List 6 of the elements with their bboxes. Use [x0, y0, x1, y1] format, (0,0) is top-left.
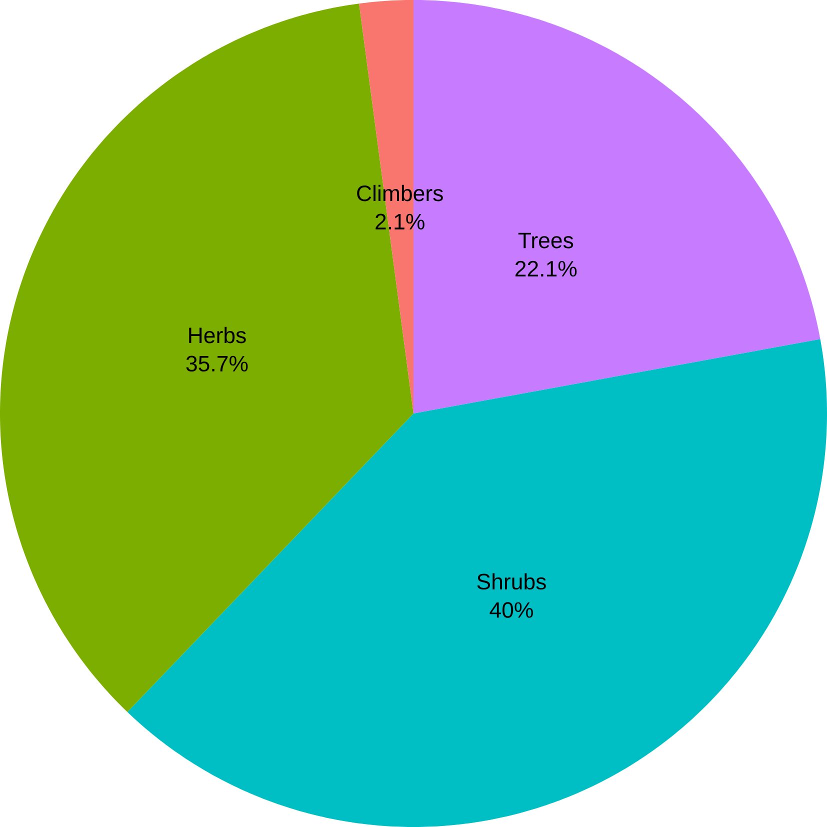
slice-label: Herbs [189, 326, 246, 344]
data-label: 35.7% [186, 356, 248, 372]
data-label: 22.1% [515, 260, 577, 277]
slice-label: Shrubs [477, 573, 546, 590]
slice-label: Trees [518, 232, 574, 248]
data-label: 40% [490, 602, 533, 618]
